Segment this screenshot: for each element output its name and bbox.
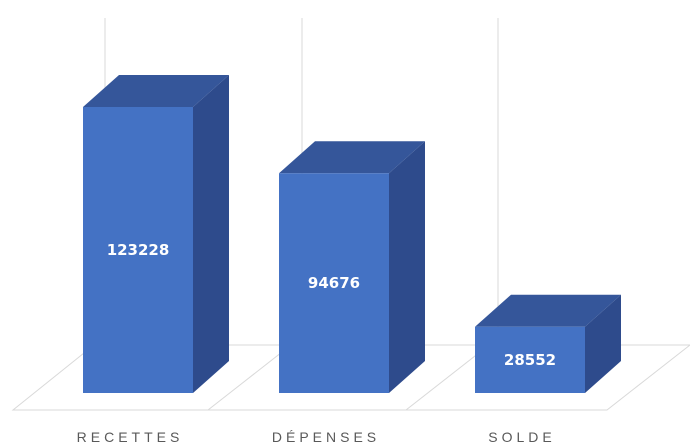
bar-top-face	[475, 294, 621, 327]
bar-front-face	[279, 173, 389, 393]
tick-label-dépenses: DÉPENSES	[272, 429, 380, 445]
tick-label-recettes: RECETTES	[77, 429, 184, 445]
bar-side-face	[389, 141, 425, 393]
chart-bars	[83, 75, 621, 393]
chart-floor	[11, 344, 690, 411]
data-label-dépenses: 94676	[308, 274, 360, 292]
bar-top-face	[279, 141, 425, 174]
floor-divider-1	[207, 344, 292, 411]
bar-front-face	[475, 326, 585, 393]
tick-label-solde: SOLDE	[488, 429, 555, 445]
bar-solde	[475, 294, 621, 393]
bar-side-face	[193, 75, 229, 393]
data-label-solde: 28552	[504, 351, 556, 369]
bar-dépenses	[279, 141, 425, 393]
bar-top-face	[83, 75, 229, 107]
bar-recettes	[83, 75, 229, 393]
data-label-recettes: 123228	[107, 241, 170, 259]
bar-front-face	[83, 107, 193, 393]
chart-labels: 123228 RECETTES 94676 DÉPENSES 28552 SOLDE	[77, 241, 556, 445]
bar-side-face	[585, 294, 621, 393]
